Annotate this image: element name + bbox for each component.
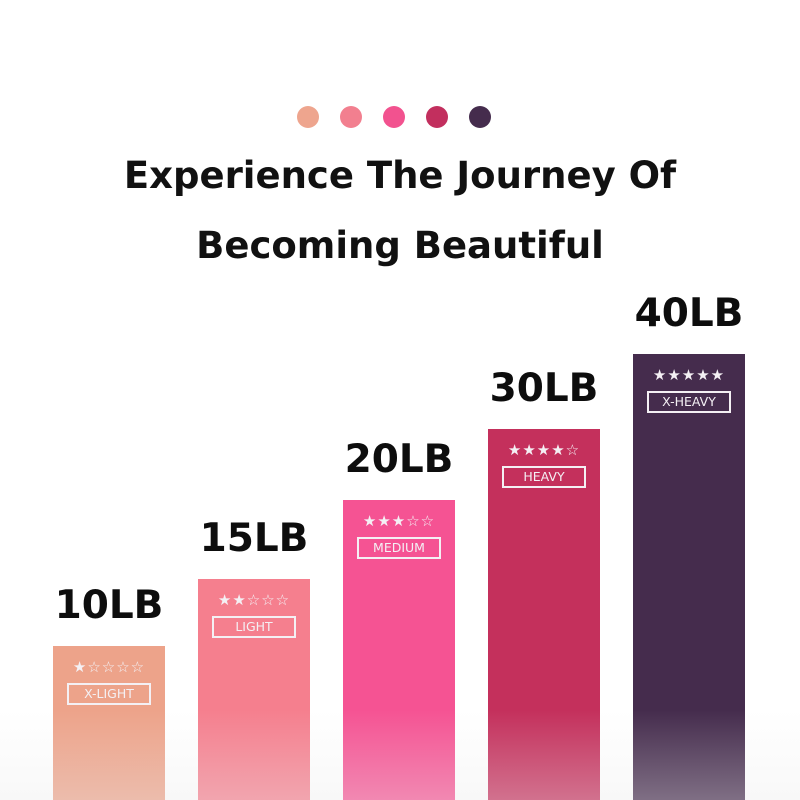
- level-tag: MEDIUM: [357, 537, 441, 559]
- color-dot: [469, 106, 491, 128]
- bar-light: ★★☆☆☆ LIGHT: [198, 579, 310, 800]
- star-rating: ★★★★★: [652, 366, 726, 384]
- value-label: 30LB: [489, 366, 599, 411]
- color-dot: [426, 106, 448, 128]
- value-label: 10LB: [54, 583, 164, 628]
- value-label: 15LB: [199, 516, 309, 561]
- bar-x-light: ★☆☆☆☆ X-LIGHT: [53, 646, 165, 800]
- color-dots: [297, 106, 503, 128]
- star-rating: ★★★☆☆: [362, 512, 436, 530]
- color-dot: [340, 106, 362, 128]
- level-tag: X-LIGHT: [67, 683, 151, 705]
- value-label: 40LB: [634, 291, 744, 336]
- star-rating: ★☆☆☆☆: [72, 658, 146, 676]
- value-label: 20LB: [344, 437, 454, 482]
- color-dot: [383, 106, 405, 128]
- level-tag: HEAVY: [502, 466, 586, 488]
- color-dot: [297, 106, 319, 128]
- star-rating: ★★★★☆: [507, 441, 581, 459]
- bar-x-heavy: ★★★★★ X-HEAVY: [633, 354, 745, 800]
- level-tag: X-HEAVY: [647, 391, 731, 413]
- level-tag: LIGHT: [212, 616, 296, 638]
- star-rating: ★★☆☆☆: [217, 591, 291, 609]
- title-line-1: Experience The Journey Of: [123, 154, 677, 197]
- bar-medium: ★★★☆☆ MEDIUM: [343, 500, 455, 800]
- bar-heavy: ★★★★☆ HEAVY: [488, 429, 600, 800]
- title-line-2: Becoming Beautiful: [196, 224, 604, 267]
